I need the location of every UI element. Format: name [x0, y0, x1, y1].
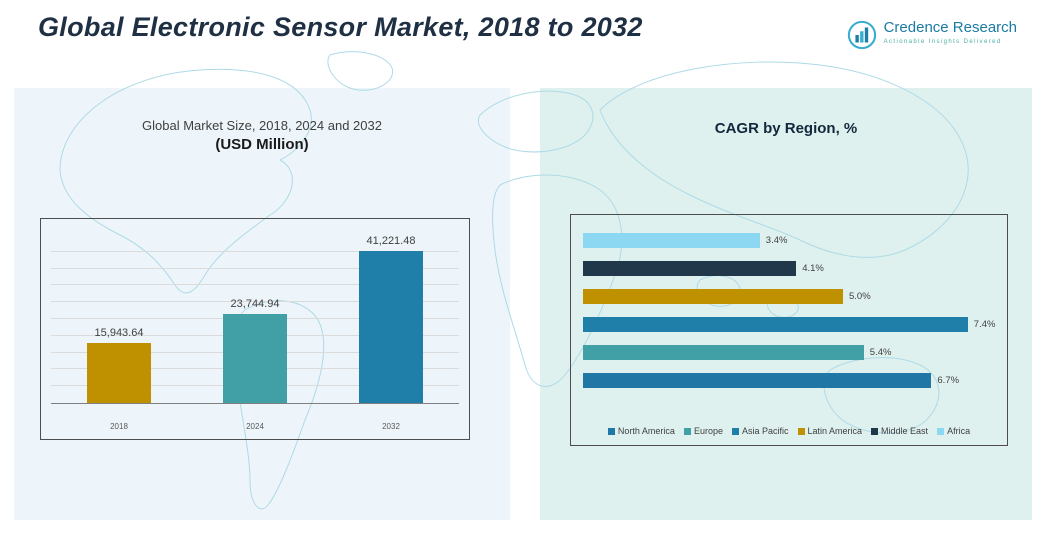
cagr-value-label: 7.4% — [973, 319, 996, 330]
market-x-labels: 2018 2024 2032 — [51, 422, 459, 431]
page-title: Global Electronic Sensor Market, 2018 to… — [38, 12, 643, 42]
cagr-bar-latin-america — [583, 289, 843, 304]
cagr-bar-north-america — [583, 373, 932, 388]
cagr-row-latin-america: 5.0% — [583, 289, 999, 304]
legend-swatch — [607, 427, 615, 435]
bar-column-2024: 23,744.94 — [223, 235, 287, 403]
cagr-value-label: 6.7% — [937, 375, 960, 386]
cagr-legend: North America Europe Asia Pacific Latin Ame… — [571, 426, 1007, 436]
cagr-value-label: 5.0% — [849, 291, 871, 302]
legend-label: North America — [617, 426, 675, 436]
legend-label: Asia Pacific — [741, 426, 789, 436]
bar-2018 — [87, 343, 151, 403]
cagr-row-asia-pacific: 7.4% — [583, 317, 999, 332]
legend-item-africa: Africa — [937, 426, 970, 436]
cagr-row-north-america: 6.7% — [583, 373, 999, 388]
cagr-chart: 3.4% 4.1% 5.0% 7.4% 5.4% 6.7% North America Eu… — [570, 214, 1008, 446]
legend-label: Latin America — [807, 426, 863, 436]
brand-logo: Credence Research Actionable Insights De… — [847, 19, 1017, 50]
bar-column-2032: 41,221.48 — [359, 235, 423, 403]
legend-swatch — [797, 427, 805, 435]
bar-value-label: 41,221.48 — [366, 235, 416, 247]
market-size-title-line1: Global Market Size, 2018, 2024 and 2032 — [142, 118, 382, 133]
legend-swatch — [683, 427, 691, 435]
logo-chart-icon — [847, 20, 876, 50]
bar-value-label: 15,943.64 — [94, 327, 144, 340]
legend-item-latin-america: Latin America — [797, 426, 863, 436]
cagr-value-label: 4.1% — [802, 263, 824, 274]
bar-column-2018: 15,943.64 — [87, 235, 151, 403]
legend-label: Middle East — [881, 426, 929, 436]
legend-swatch — [937, 427, 945, 435]
cagr-bar-asia-pacific — [583, 317, 968, 332]
cagr-bar-europe — [583, 345, 864, 360]
cagr-bar-middle-east — [583, 261, 797, 276]
cagr-row-africa: 3.4% — [583, 233, 999, 248]
legend-item-middle-east: Middle East — [871, 426, 928, 436]
legend-item-europe: Europe — [683, 426, 723, 436]
legend-label: Europe — [693, 426, 723, 436]
bar-value-label: 23,744.94 — [230, 298, 280, 311]
x-axis-label: 2024 — [246, 422, 264, 431]
legend-swatch — [871, 427, 879, 435]
legend-item-asia-pacific: Asia Pacific — [731, 426, 789, 436]
legend-label: Africa — [947, 426, 971, 436]
cagr-row-europe: 5.4% — [583, 345, 999, 360]
logo-text: Credence Research Actionable Insights De… — [883, 19, 1017, 45]
x-axis-label: 2032 — [382, 422, 400, 431]
bar-2032 — [359, 251, 423, 403]
cagr-row-middle-east: 4.1% — [583, 261, 999, 276]
bar-2024 — [223, 314, 287, 403]
market-size-title: Global Market Size, 2018, 2024 and 2032 … — [14, 118, 510, 153]
x-axis-label: 2018 — [110, 422, 128, 431]
logo-tagline: Actionable Insights Delivered — [883, 38, 1002, 45]
legend-item-north-america: North America — [607, 426, 675, 436]
market-size-title-line2: (USD Million) — [215, 136, 309, 153]
market-size-chart: 15,943.64 23,744.94 41,221.48 2018 2024 2032 — [40, 218, 470, 440]
market-plot: 15,943.64 23,744.94 41,221.48 — [51, 235, 459, 404]
cagr-bar-africa — [583, 233, 760, 248]
cagr-value-label: 3.4% — [765, 235, 788, 246]
cagr-bars: 3.4% 4.1% 5.0% 7.4% 5.4% 6.7% — [583, 233, 999, 401]
logo-name: Credence Research — [883, 19, 1017, 36]
legend-swatch — [731, 427, 739, 435]
cagr-title: CAGR by Region, % — [714, 120, 858, 137]
cagr-value-label: 5.4% — [869, 347, 892, 358]
